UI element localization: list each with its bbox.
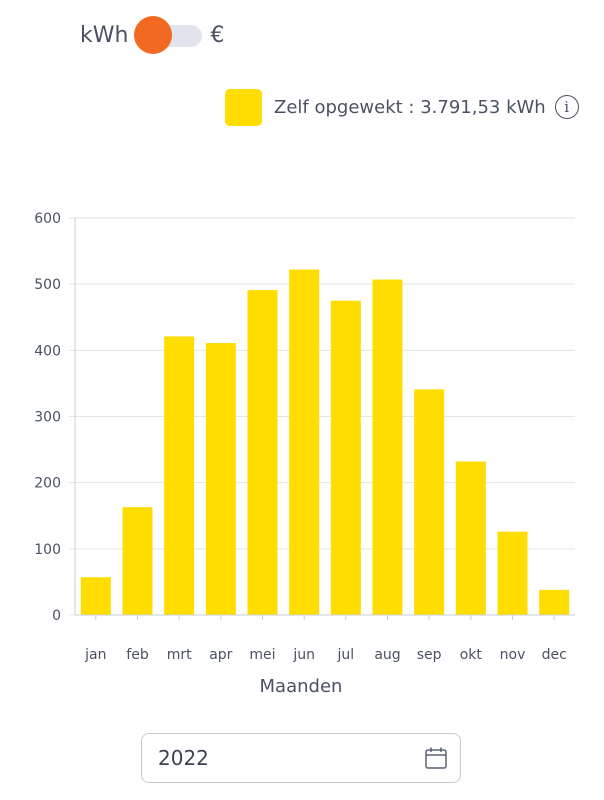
- bar-sep[interactable]: [414, 389, 445, 615]
- calendar-icon[interactable]: [424, 746, 448, 770]
- bar-aug[interactable]: [372, 279, 403, 615]
- bar-dec[interactable]: [539, 589, 570, 615]
- bar-mrt[interactable]: [164, 336, 195, 615]
- unit-toggle-switch[interactable]: [134, 16, 203, 54]
- x-tick-label-mei: mei: [249, 647, 275, 663]
- x-tick-label-dec: dec: [542, 647, 567, 663]
- x-tick-label-aug: aug: [374, 647, 400, 663]
- x-tick-label-feb: feb: [126, 647, 149, 663]
- x-tick-label-apr: apr: [209, 647, 232, 663]
- year-value: 2022: [158, 746, 209, 770]
- unit-label-kwh[interactable]: kWh: [80, 22, 129, 48]
- year-picker-field[interactable]: 2022: [141, 733, 461, 783]
- unit-label-euro[interactable]: €: [210, 22, 225, 48]
- unit-toggle-row: kWh €: [80, 16, 224, 54]
- y-tick-label: 200: [34, 476, 61, 492]
- y-tick-label: 300: [34, 410, 61, 426]
- chart-legend: Zelf opgewekt : 3.791,53 kWh i: [225, 88, 579, 126]
- monthly-bar-chart: 0 100 200 300 400 500 600 jan feb mrt apr mei jun jul…: [34, 211, 575, 697]
- x-tick-label-jul: jul: [337, 647, 355, 663]
- x-tick-label-jun: jun: [292, 647, 315, 663]
- x-axis-title: Maanden: [260, 676, 343, 697]
- legend-label: Zelf opgewekt : 3.791,53 kWh: [274, 96, 546, 118]
- x-tick-label-jan: jan: [84, 647, 106, 663]
- x-tick-label-nov: nov: [500, 647, 526, 663]
- x-tick-label-mrt: mrt: [167, 647, 192, 663]
- bar-nov[interactable]: [497, 531, 528, 615]
- bar-mei[interactable]: [247, 290, 278, 615]
- x-tick-label-okt: okt: [460, 647, 483, 663]
- bar-okt[interactable]: [455, 461, 486, 615]
- bar-jul[interactable]: [330, 300, 361, 615]
- info-icon-glyph: i: [564, 98, 570, 116]
- toggle-knob[interactable]: [134, 16, 173, 54]
- bar-feb[interactable]: [122, 507, 153, 615]
- info-icon[interactable]: i: [554, 95, 579, 119]
- bar-jun[interactable]: [289, 269, 320, 615]
- y-tick-label: 0: [52, 608, 61, 624]
- y-tick-label: 400: [34, 343, 61, 359]
- legend-swatch: [225, 88, 262, 126]
- y-tick-label: 500: [34, 277, 61, 293]
- bar-apr[interactable]: [205, 343, 236, 615]
- y-tick-label: 600: [34, 211, 61, 227]
- bar-jan[interactable]: [80, 577, 111, 615]
- y-tick-label: 100: [34, 542, 61, 558]
- x-tick-label-sep: sep: [417, 647, 442, 663]
